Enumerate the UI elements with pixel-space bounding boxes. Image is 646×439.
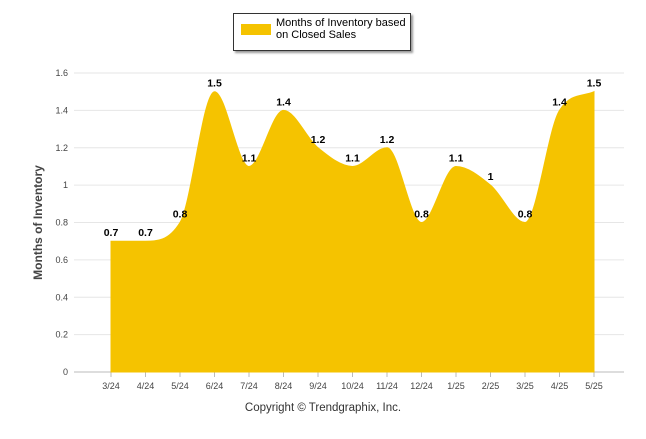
legend-swatch	[241, 24, 271, 35]
data-label: 0.8	[518, 209, 533, 221]
data-label: 0.8	[414, 209, 429, 221]
x-tick-label: 9/24	[309, 381, 327, 391]
legend: Months of Inventory based on Closed Sale…	[233, 13, 411, 51]
legend-label: Months of Inventory based on Closed Sale…	[276, 17, 406, 41]
data-label: 0.8	[173, 209, 188, 221]
x-tick-label: 7/24	[240, 381, 258, 391]
data-label: 1.1	[242, 152, 257, 164]
data-label: 1	[488, 171, 494, 183]
x-tick-label: 12/24	[410, 381, 433, 391]
data-label: 1.4	[552, 96, 567, 108]
x-tick-label: 8/24	[275, 381, 293, 391]
y-tick-label: 0	[63, 367, 68, 377]
x-tick-label: 4/24	[137, 381, 155, 391]
x-tick-label: 11/24	[376, 381, 398, 391]
y-tick-label: 0.6	[55, 255, 68, 265]
copyright-text: Copyright © Trendgraphix, Inc.	[244, 402, 402, 414]
y-tick-label: 1.2	[55, 143, 68, 153]
y-tick-label: 0.8	[55, 218, 68, 228]
x-tick-label: 4/25	[551, 381, 569, 391]
data-label: 1.2	[380, 134, 395, 146]
x-tick-label: 3/25	[516, 381, 534, 391]
x-tick-label: 10/24	[341, 381, 364, 391]
data-label: 1.5	[207, 78, 222, 90]
x-tick-label: 6/24	[206, 381, 224, 391]
x-tick-label: 3/24	[102, 381, 120, 391]
data-label: 1.4	[276, 96, 291, 108]
y-tick-label: 0.2	[55, 330, 68, 340]
y-tick-label: 1.4	[55, 105, 68, 115]
x-tick-label: 5/24	[171, 381, 189, 391]
x-tick-label: 2/25	[482, 381, 500, 391]
series-area	[110, 90, 595, 373]
data-label: 1.1	[345, 152, 360, 164]
data-label: 1.1	[449, 152, 464, 164]
x-tick-label: 5/25	[585, 381, 603, 391]
x-tick-label: 1/25	[447, 381, 465, 391]
y-tick-label: 0.4	[55, 292, 68, 302]
data-label: 1.5	[587, 78, 602, 90]
data-label: 1.2	[311, 134, 326, 146]
data-label: 0.7	[138, 227, 153, 239]
data-label: 0.7	[104, 227, 119, 239]
y-axis-title: Months of Inventory	[31, 165, 45, 280]
y-tick-label: 1.6	[55, 68, 68, 78]
y-tick-label: 1	[63, 180, 68, 190]
